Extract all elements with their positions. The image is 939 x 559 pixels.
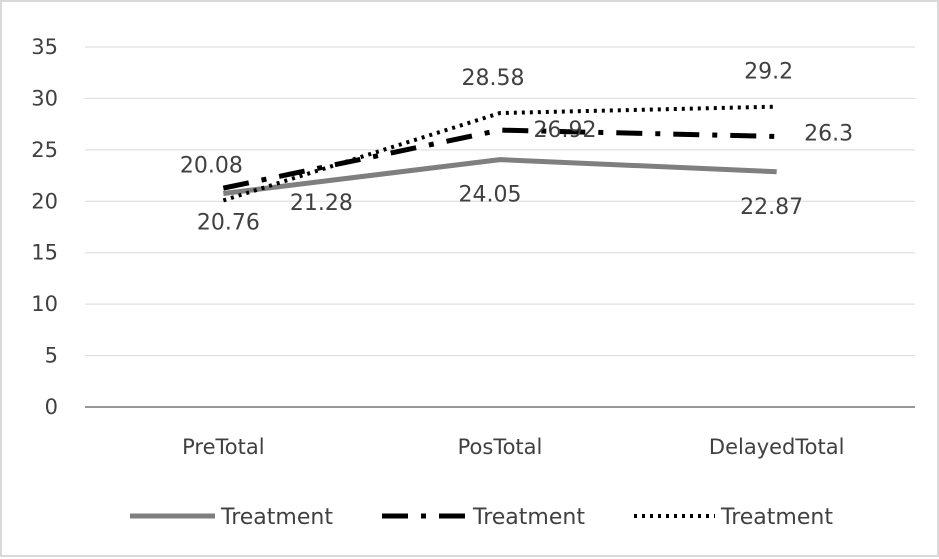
- y-axis: 0 5 10 15 20 25 30 35: [31, 35, 58, 419]
- series-line-dash-dot: [222, 127, 777, 191]
- series-lines: [222, 104, 777, 203]
- x-tick-label: DelayedTotal: [709, 435, 845, 459]
- legend-item: Treatment: [130, 505, 333, 530]
- y-tick-label: 20: [31, 189, 58, 213]
- legend-label: Treatment: [472, 505, 585, 530]
- legend: Treatment Treatment Treatment: [130, 505, 833, 530]
- data-labels: 20.76 24.05 22.87 21.28 26.92 26.3 20.08 28.58 2…: [180, 60, 853, 236]
- x-axis: PreTotal PosTotal DelayedTotal: [85, 406, 915, 459]
- series-line-solid: [223, 157, 777, 196]
- series-line-dotted: [222, 104, 777, 203]
- legend-label: Treatment: [220, 505, 333, 530]
- y-tick-label: 10: [31, 292, 58, 316]
- y-tick-label: 15: [31, 241, 58, 265]
- x-tick-label: PosTotal: [458, 435, 543, 459]
- data-label: 20.76: [197, 210, 260, 235]
- legend-item: Treatment: [382, 505, 585, 530]
- y-tick-label: 25: [31, 138, 58, 162]
- data-label: 26.3: [804, 121, 853, 146]
- y-tick-label: 5: [45, 344, 58, 368]
- data-label: 24.05: [459, 183, 522, 208]
- legend-label: Treatment: [720, 505, 833, 530]
- data-label: 20.08: [180, 153, 243, 178]
- data-label: 21.28: [290, 191, 353, 216]
- data-label: 29.2: [744, 60, 793, 85]
- y-tick-label: 35: [31, 35, 58, 59]
- y-tick-label: 30: [31, 86, 58, 110]
- legend-item: Treatment: [634, 505, 833, 530]
- data-label: 26.92: [534, 118, 597, 143]
- data-label: 28.58: [462, 66, 525, 91]
- x-tick-label: PreTotal: [182, 435, 264, 459]
- y-tick-label: 0: [45, 395, 58, 419]
- data-label: 22.87: [740, 195, 803, 220]
- grid-lines: [85, 46, 915, 357]
